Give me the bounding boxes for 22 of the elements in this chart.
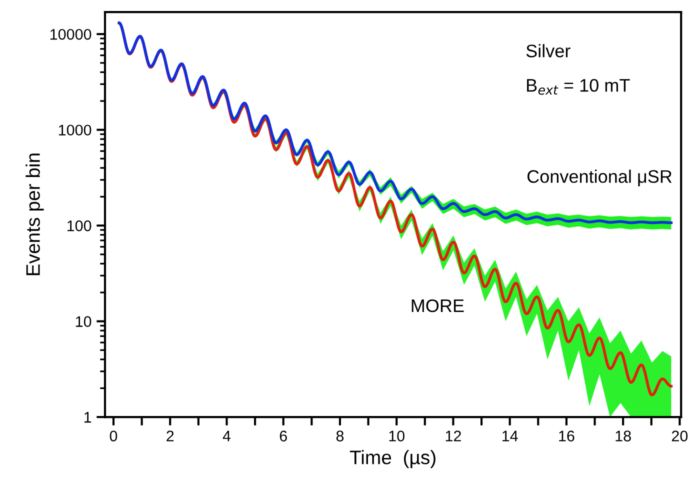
x-tick-label: 2 bbox=[166, 430, 174, 442]
x-tick-label: 16 bbox=[559, 430, 574, 442]
y-tick-label: 100 bbox=[67, 220, 92, 232]
y-tick-label: 1 bbox=[84, 412, 92, 423]
annotation: B$_{ext}$ = 10 mT bbox=[527, 78, 630, 95]
series-label: Conventional μSR bbox=[527, 170, 672, 186]
x-tick-label: 10 bbox=[389, 430, 404, 442]
x-tick-label: 12 bbox=[446, 430, 461, 442]
x-tick-label: 18 bbox=[616, 430, 631, 442]
x-tick-label: 14 bbox=[502, 430, 518, 442]
x-tick-label: 6 bbox=[280, 430, 287, 442]
x-tick-label: 8 bbox=[336, 430, 344, 442]
x-tick-label: 4 bbox=[222, 430, 231, 442]
y-tick-label: 10 bbox=[76, 316, 92, 327]
x-tick-label: 0 bbox=[110, 430, 118, 442]
annotation: Silver bbox=[526, 44, 570, 58]
series-label: MORE bbox=[412, 299, 464, 312]
y-axis-title: Events per bin bbox=[26, 154, 44, 276]
y-tick-label: 10000 bbox=[50, 28, 92, 40]
x-tick-label: 20 bbox=[672, 430, 688, 442]
x-axis-title: Time (µs) bbox=[350, 450, 436, 468]
y-tick-label: 1000 bbox=[58, 124, 92, 136]
